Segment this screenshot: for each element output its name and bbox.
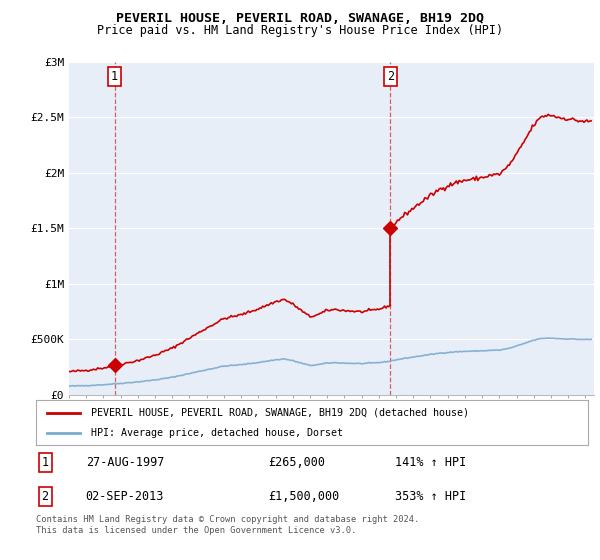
Text: 2: 2	[387, 70, 394, 83]
Text: Price paid vs. HM Land Registry's House Price Index (HPI): Price paid vs. HM Land Registry's House …	[97, 24, 503, 37]
Point	[110, 361, 119, 370]
Text: Contains HM Land Registry data © Crown copyright and database right 2024.
This d: Contains HM Land Registry data © Crown c…	[36, 515, 419, 535]
Text: HPI: Average price, detached house, Dorset: HPI: Average price, detached house, Dors…	[91, 428, 343, 438]
Text: 2: 2	[41, 491, 49, 503]
Point	[386, 224, 395, 233]
Text: £1,500,000: £1,500,000	[268, 491, 339, 503]
Text: £265,000: £265,000	[268, 456, 325, 469]
Text: 27-AUG-1997: 27-AUG-1997	[86, 456, 164, 469]
Text: 1: 1	[41, 456, 49, 469]
Text: 353% ↑ HPI: 353% ↑ HPI	[395, 491, 466, 503]
Text: 1: 1	[111, 70, 118, 83]
Text: PEVERIL HOUSE, PEVERIL ROAD, SWANAGE, BH19 2DQ: PEVERIL HOUSE, PEVERIL ROAD, SWANAGE, BH…	[116, 12, 484, 25]
Text: 02-SEP-2013: 02-SEP-2013	[86, 491, 164, 503]
Text: 141% ↑ HPI: 141% ↑ HPI	[395, 456, 466, 469]
Text: PEVERIL HOUSE, PEVERIL ROAD, SWANAGE, BH19 2DQ (detached house): PEVERIL HOUSE, PEVERIL ROAD, SWANAGE, BH…	[91, 408, 469, 418]
